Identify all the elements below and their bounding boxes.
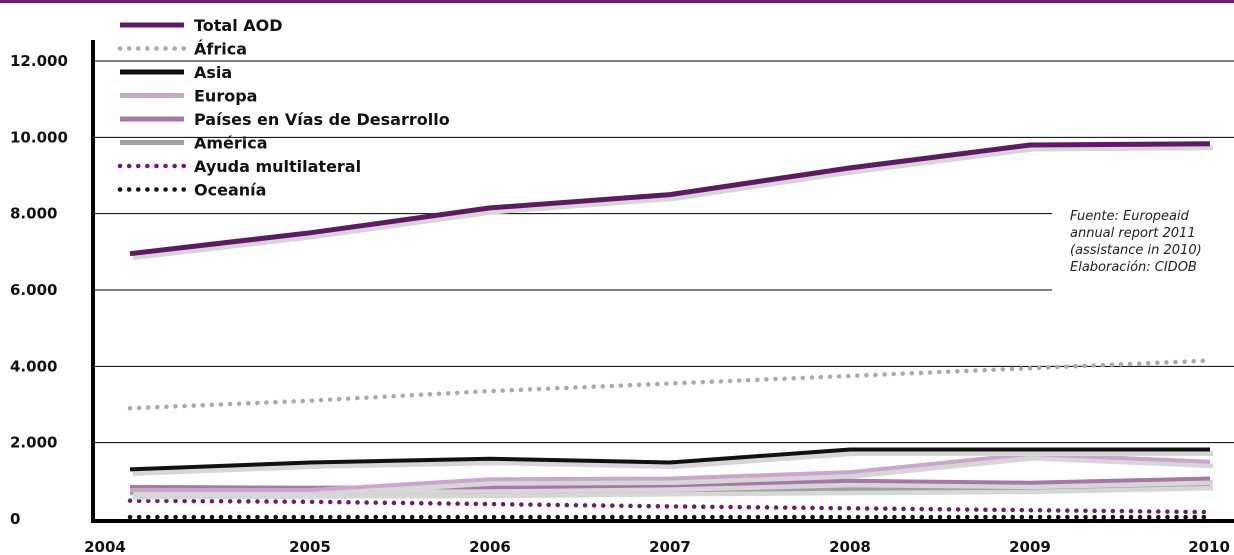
legend-label: Europa <box>194 87 257 106</box>
series-layer <box>127 141 1214 520</box>
legend-label: Ayuda multilateral <box>194 157 361 176</box>
legend-item: Ayuda multilateral <box>117 157 361 176</box>
legend-item: Asia <box>120 63 232 82</box>
x-tick-label: 2004 <box>84 538 126 555</box>
axis-layer: 0 2.000 4.000 6.000 8.000 10.000 12.000 2004 200… <box>10 40 1234 555</box>
legend-label: América <box>194 134 268 153</box>
legend-label: Total AOD <box>194 16 283 35</box>
series-shadow <box>132 145 1214 261</box>
y-tick-label: 8.000 <box>10 205 57 223</box>
legend-label: Asia <box>194 63 232 82</box>
y-tick-label: 2.000 <box>10 434 57 452</box>
series-shadow <box>132 451 1213 476</box>
source-line-2: annual report 2011 <box>1070 226 1196 241</box>
top-rule <box>0 0 1234 3</box>
legend: Total AOD África Asia Europa Países en Vías … <box>117 16 450 200</box>
series-line <box>129 476 1211 490</box>
source-note: Fuente: Europeaid annual report 2011 (as… <box>1070 209 1202 275</box>
source-line-1: Fuente: Europeaid <box>1070 209 1190 224</box>
x-tick-label: 2009 <box>1009 538 1051 555</box>
legend-label: Oceanía <box>194 181 266 200</box>
x-tick-label: 2008 <box>829 538 871 555</box>
grid-layer <box>93 60 1234 444</box>
x-tick-label: 2005 <box>289 538 331 555</box>
legend-item: Países en Vías de Desarrollo <box>120 110 450 129</box>
source-line-3: (assistance in 2010) <box>1070 243 1202 258</box>
legend-item: Europa <box>120 87 257 106</box>
legend-label: Países en Vías de Desarrollo <box>194 110 450 129</box>
y-tick-label: 12.000 <box>10 52 68 70</box>
x-tick-label: 2007 <box>649 538 691 555</box>
y-tick-label: 0 <box>10 510 20 528</box>
series-line <box>129 141 1211 257</box>
series-asia <box>129 447 1213 476</box>
legend-item: Oceanía <box>117 181 266 200</box>
series-line <box>129 447 1210 472</box>
series-total_aod <box>129 141 1214 261</box>
y-tick-label: 4.000 <box>10 357 57 375</box>
series-africa <box>127 358 1213 411</box>
series-multilateral <box>127 498 1213 515</box>
series-line <box>127 498 1213 515</box>
legend-label: África <box>194 40 247 59</box>
y-tick-label: 10.000 <box>10 128 68 146</box>
series-shadow <box>133 455 1214 497</box>
legend-item: América <box>120 134 268 153</box>
series-line <box>127 358 1213 411</box>
legend-item: África <box>117 40 247 59</box>
x-tick-label: 2006 <box>469 538 511 555</box>
legend-item: Total AOD <box>120 16 283 35</box>
y-tick-label: 6.000 <box>10 281 57 299</box>
x-tick-label: 2010 <box>1188 538 1230 555</box>
source-line-4: Elaboración: CIDOB <box>1070 260 1197 275</box>
